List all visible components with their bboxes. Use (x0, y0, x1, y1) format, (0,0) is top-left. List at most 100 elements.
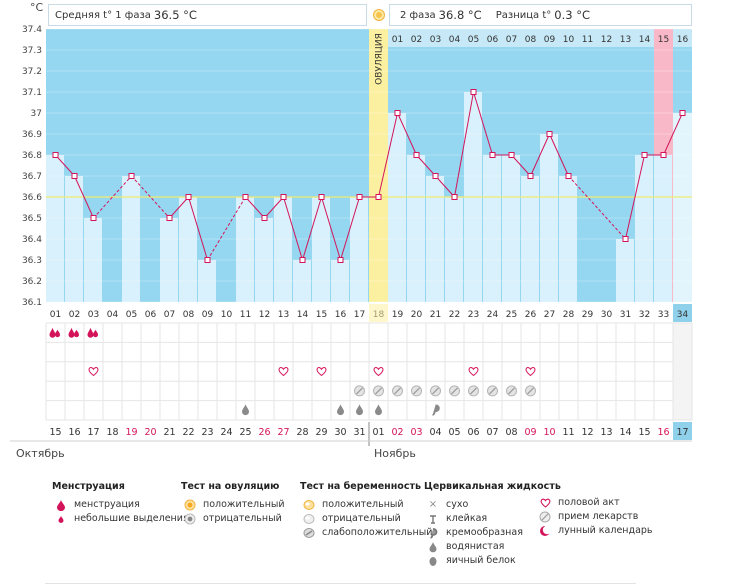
cycle-day-label: 08 (183, 310, 195, 320)
calendar-date-label: 02 (391, 427, 403, 438)
temperature-point (660, 152, 667, 158)
phase2-day-label: 05 (468, 35, 479, 45)
temperature-bar (502, 155, 520, 302)
temperature-point (565, 173, 572, 179)
temperature-line-segment (549, 133, 569, 177)
legend-ovulation-test: Тест на овуляцию положительный отрицател… (181, 480, 285, 526)
y-tick-label: 37.2 (22, 67, 42, 77)
eggwhite-icon (424, 555, 442, 567)
temperature-line-segment (416, 154, 436, 177)
temperature-line-segment (378, 112, 398, 198)
phase2-day-label: 03 (430, 35, 441, 45)
cycle-day-label: 16 (335, 310, 347, 320)
y-tick-label: 36.7 (22, 172, 42, 182)
menstruation-icon (52, 499, 70, 511)
y-tick-label: 36.8 (22, 151, 42, 161)
temperature-point (489, 152, 496, 158)
y-tick-label: 36.4 (22, 235, 42, 245)
temperature-point (90, 215, 97, 221)
pill-icon (506, 385, 517, 397)
phase2-day-label: 12 (601, 35, 612, 45)
temperature-line-segment (511, 154, 531, 177)
temperature-line-segment (74, 175, 94, 219)
moon-icon (536, 525, 554, 537)
temperature-point (508, 152, 515, 158)
y-tick-label: 36.5 (22, 214, 42, 224)
temperature-bar (388, 113, 406, 302)
temperature-point (318, 194, 325, 200)
temperature-bar (122, 176, 140, 302)
cycle-day-label: 23 (468, 310, 479, 320)
phase1-info: Средняя t° 1 фаза 36.5 °C (48, 4, 367, 26)
negative-pregnancy-icon (300, 513, 318, 525)
temperature-bar (274, 197, 292, 302)
legend-item: прием лекарств (536, 510, 653, 524)
cycle-day-label: 28 (563, 310, 575, 320)
temperature-bar (293, 260, 311, 302)
phase2-value: 36.8 °C (438, 8, 482, 22)
legend-item: отрицательный (181, 512, 285, 526)
pill-icon (354, 385, 365, 397)
y-tick-label: 36.1 (22, 298, 42, 308)
calendar-date-label: 15 (638, 427, 650, 438)
cycle-day-label: 32 (639, 310, 650, 320)
legend-label: положительный (203, 499, 285, 510)
legend-item: положительный (300, 498, 432, 512)
temperature-line-segment (473, 91, 493, 156)
calendar-date-label: 22 (182, 427, 194, 438)
temperature-bar (46, 155, 64, 302)
temperature-line-segment (340, 196, 360, 261)
cycle-day-label: 14 (297, 310, 309, 320)
temperature-bar (179, 197, 197, 302)
calendar-date-label: 28 (296, 427, 308, 438)
temperature-line-segment (530, 133, 550, 177)
temperature-line-segment (663, 112, 683, 156)
temperature-line-segment (264, 196, 284, 219)
cycle-day-label: 09 (202, 310, 214, 320)
calendar-date-label: 16 (68, 427, 80, 438)
legend-item: водянистая (424, 540, 561, 554)
watery-icon (375, 404, 382, 416)
pill-icon (373, 385, 384, 397)
legend-title: Цервикальная жидкость (424, 481, 561, 492)
legend-label: отрицательный (322, 513, 401, 524)
cycle-day-label: 15 (316, 310, 327, 320)
legend-item: половой акт (536, 496, 653, 510)
cycle-day-label: 26 (525, 310, 537, 320)
calendar-date-label: 13 (600, 427, 612, 438)
cycle-day-label: 25 (506, 310, 517, 320)
legend-label: прием лекарств (558, 511, 639, 522)
calendar-date-label: 25 (239, 427, 251, 438)
legend-label: слабоположительный (322, 527, 433, 538)
temperature-line-segment (397, 112, 417, 156)
legend-item: слабоположительный (300, 526, 432, 540)
menstruation-icon (49, 327, 60, 338)
calendar-date-label: 24 (220, 427, 232, 438)
cycle-day-label: 12 (259, 310, 270, 320)
y-tick-label: 37.3 (22, 46, 42, 56)
heart-icon (525, 367, 536, 377)
phase2-day-label: 02 (411, 35, 422, 45)
temperature-line-segment (625, 154, 645, 240)
cycle-day-label: 01 (50, 310, 61, 320)
temperature-bar (198, 260, 216, 302)
heart-icon (278, 367, 289, 377)
phase2-day-label: 10 (563, 35, 575, 45)
temperature-bar (483, 155, 501, 302)
calendar-date-label: 18 (106, 427, 118, 438)
temperature-line-segment (93, 175, 132, 219)
legend-label: водянистая (446, 541, 505, 552)
heart-icon (468, 367, 479, 377)
pill-icon (525, 385, 536, 397)
today-day-cell (673, 304, 692, 322)
cycle-day-label: 06 (145, 310, 157, 320)
ovulation-label: ОВУЛЯЦИЯ (375, 33, 385, 85)
temperature-line-segment (131, 175, 170, 219)
calendar-date-label: 07 (486, 427, 498, 438)
temperature-point (470, 89, 477, 95)
temperature-bar (521, 176, 539, 302)
temperature-line-segment (207, 196, 246, 261)
temperature-point (204, 257, 211, 263)
temperature-line-segment (169, 196, 189, 219)
calendar-date-label: 16 (657, 427, 669, 438)
